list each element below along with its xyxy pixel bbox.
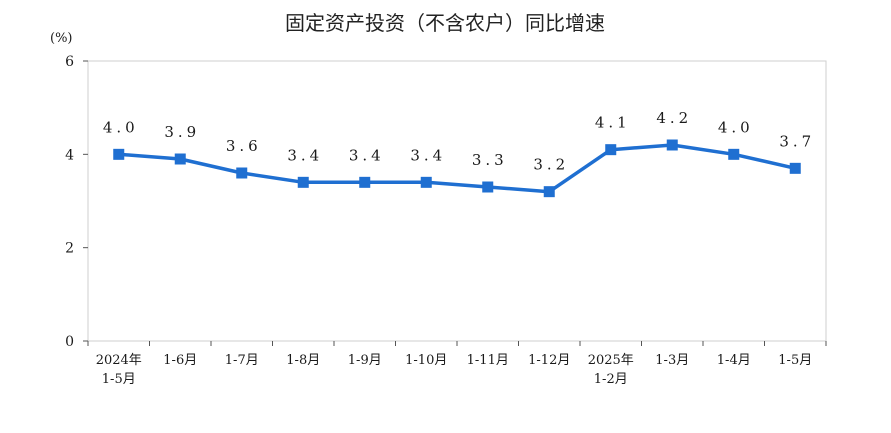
x-tick-label: 2025年 xyxy=(588,353,634,368)
data-point xyxy=(113,148,125,160)
x-tick-label: 1-11月 xyxy=(467,353,509,368)
x-tick-label: 1-6月 xyxy=(163,353,197,368)
data-label: 3.2 xyxy=(533,156,569,174)
y-tick-label: 4 xyxy=(65,147,74,163)
x-tick-label: 1-9月 xyxy=(348,353,382,368)
data-point xyxy=(297,176,309,188)
data-label: 4.1 xyxy=(595,114,631,132)
x-tick-label: 1-3月 xyxy=(655,353,689,368)
data-point xyxy=(482,181,494,193)
data-point xyxy=(666,139,678,151)
data-label: 3.3 xyxy=(472,151,508,169)
data-point xyxy=(605,144,617,156)
data-point xyxy=(420,176,432,188)
data-label: 4.0 xyxy=(103,118,139,136)
data-label: 4.0 xyxy=(718,118,754,136)
x-tick-label: 1-7月 xyxy=(225,353,259,368)
data-label: 3.4 xyxy=(349,146,385,164)
x-tick-label: 2024年 xyxy=(96,353,142,368)
y-axis-unit: (%) xyxy=(50,31,73,46)
data-point xyxy=(543,186,555,198)
data-point xyxy=(236,167,248,179)
x-tick-label: 1-2月 xyxy=(594,372,628,387)
data-label: 3.6 xyxy=(226,137,262,155)
x-tick-label: 1-10月 xyxy=(405,353,447,368)
data-point xyxy=(728,148,740,160)
plot-frame xyxy=(87,60,827,342)
x-tick-label: 1-12月 xyxy=(528,353,570,368)
series-layer: 4.0 3.9 3.6 3.4 3.4 3.4 3.3 3.2 4.1 4.2 4.0 3.7 xyxy=(103,109,815,198)
y-tick-label: 6 xyxy=(65,54,74,70)
x-tick-label: 1-4月 xyxy=(717,353,751,368)
data-label: 3.9 xyxy=(164,123,200,141)
series-line xyxy=(118,143,796,194)
data-point xyxy=(359,176,371,188)
y-tick-label: 0 xyxy=(65,334,74,350)
x-axis: 2024年 1-5月 1-6月 1-7月 1-8月 1-9月 1-10月 1-11月 1-12月… xyxy=(87,341,827,387)
data-label: 3.7 xyxy=(779,132,815,150)
x-tick-label: 1-5月 xyxy=(778,353,812,368)
data-point xyxy=(789,162,801,174)
x-tick-label: 1-8月 xyxy=(286,353,320,368)
data-label: 4.2 xyxy=(656,109,692,127)
chart-title: 固定资产投资（不含农户）同比增速 xyxy=(285,11,605,35)
data-point xyxy=(174,153,186,165)
data-label: 3.4 xyxy=(287,146,323,164)
data-label: 3.4 xyxy=(410,146,446,164)
x-tick-label: 1-5月 xyxy=(102,372,136,387)
y-tick-label: 2 xyxy=(65,241,74,257)
y-axis: 0 2 4 6 xyxy=(65,54,88,350)
